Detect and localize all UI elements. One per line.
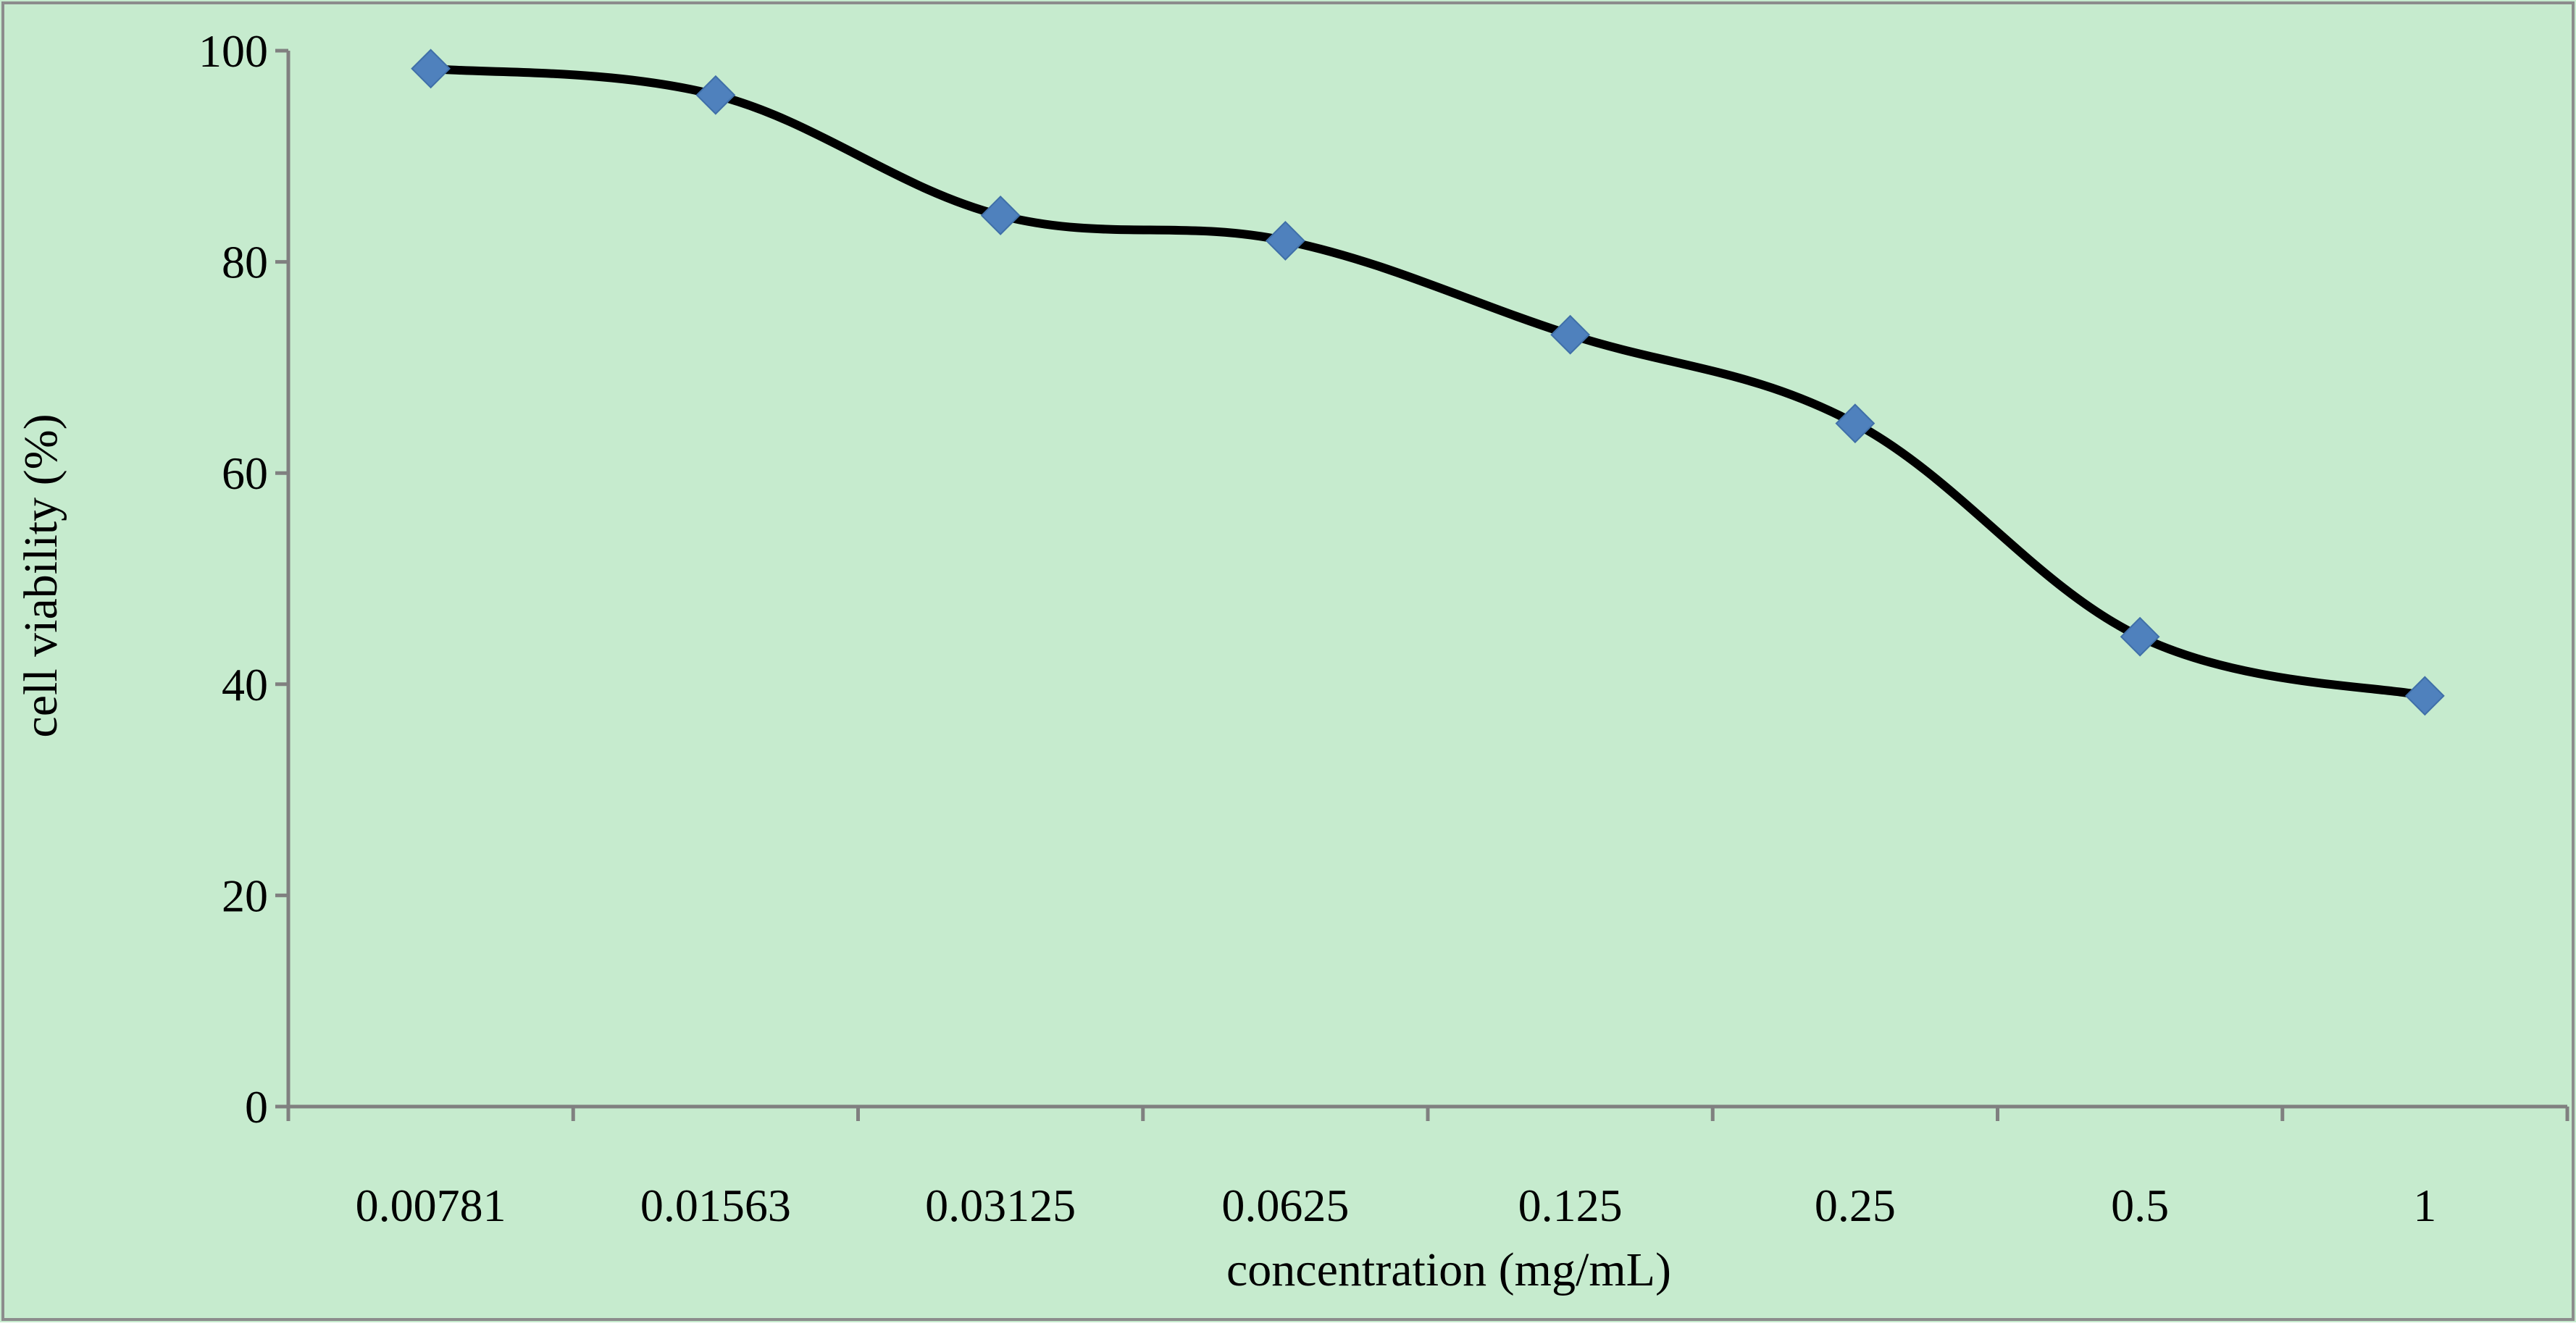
series-group bbox=[411, 49, 2445, 716]
data-point-marker bbox=[2404, 676, 2445, 716]
x-axis: 0.00781 0.01563 0.03125 0.0625 0.125 0.25 0.5 1 bbox=[286, 1104, 2569, 1231]
y-tick-label: 80 bbox=[222, 237, 268, 288]
series-line bbox=[426, 64, 2430, 700]
data-point-marker bbox=[695, 75, 736, 115]
y-tick-label: 20 bbox=[222, 870, 268, 921]
data-point-marker bbox=[1550, 314, 1591, 355]
x-tick-label: 0.125 bbox=[1518, 1180, 1623, 1231]
y-axis-title: cell viability (%) bbox=[14, 414, 67, 737]
y-tick-label: 40 bbox=[222, 659, 268, 710]
y-axis: 0 20 40 60 80 100 bbox=[198, 25, 290, 1133]
y-tick-label: 100 bbox=[198, 25, 268, 77]
data-point-marker bbox=[2120, 616, 2160, 657]
data-point-marker bbox=[411, 49, 451, 89]
data-point-marker bbox=[1835, 403, 1875, 444]
x-tick-label: 0.00781 bbox=[356, 1180, 506, 1231]
y-tick-label: 60 bbox=[222, 448, 268, 499]
y-tick-label: 0 bbox=[245, 1081, 268, 1133]
x-tick-label: 0.01563 bbox=[640, 1180, 791, 1231]
x-axis-title: concentration (mg/mL) bbox=[1226, 1243, 1671, 1296]
x-tick-label: 1 bbox=[2413, 1180, 2436, 1231]
x-tick-label: 0.03125 bbox=[925, 1180, 1076, 1231]
x-tick-label: 0.5 bbox=[2111, 1180, 2169, 1231]
data-point-marker bbox=[1265, 221, 1305, 261]
x-tick-label: 0.25 bbox=[1815, 1180, 1896, 1231]
data-point-marker bbox=[980, 196, 1021, 235]
x-tick-label: 0.0625 bbox=[1221, 1180, 1349, 1231]
